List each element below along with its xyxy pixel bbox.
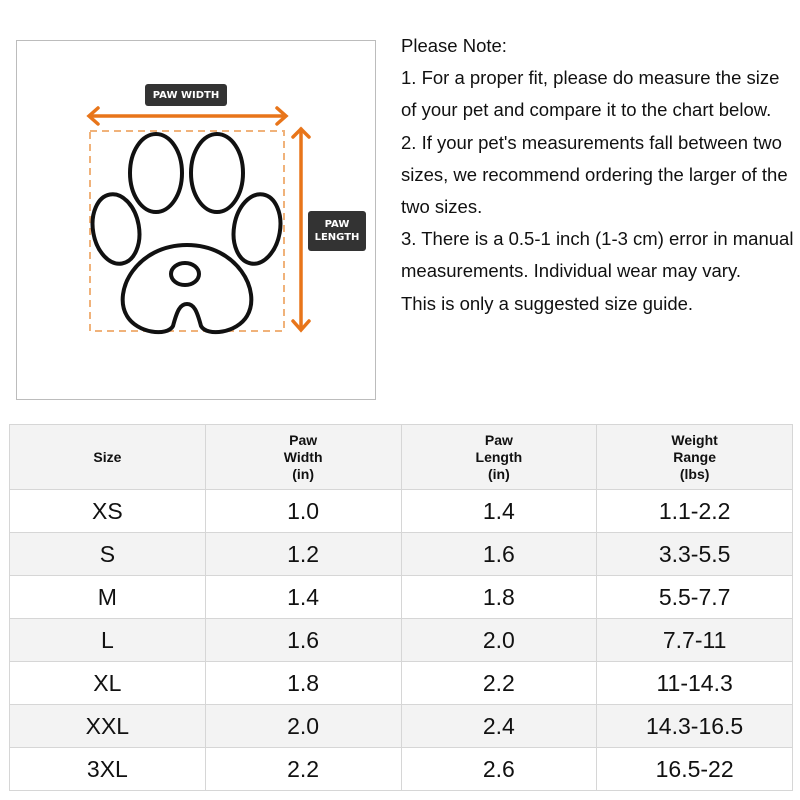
cell-paw-width: 2.0 bbox=[204, 704, 402, 748]
paw-illustration bbox=[86, 106, 311, 335]
size-chart-table: Size Paw Width (in) Paw Length (in) Weight Ra… bbox=[9, 424, 793, 791]
cell-paw-width: 1.4 bbox=[204, 575, 402, 619]
cell-paw-width: 1.0 bbox=[204, 489, 402, 533]
cell-weight-range: 7.7-11 bbox=[596, 618, 793, 662]
table-row: S 1.2 1.6 3.3-5.5 bbox=[9, 532, 793, 576]
note-heading: Please Note: bbox=[401, 35, 507, 56]
cell-paw-width: 1.6 bbox=[204, 618, 402, 662]
paw-length-label-line2: LENGTH bbox=[314, 232, 360, 243]
note-item-1: 1. For a proper fit, please do measure t… bbox=[401, 67, 780, 121]
cell-paw-width: 1.2 bbox=[204, 532, 402, 576]
cell-weight-range: 14.3-16.5 bbox=[596, 704, 793, 748]
cell-weight-range: 3.3-5.5 bbox=[596, 532, 793, 576]
cell-paw-length: 1.8 bbox=[400, 575, 598, 619]
note-item-2: 2. If your pet's measurements fall betwe… bbox=[401, 131, 788, 218]
table-row: M 1.4 1.8 5.5-7.7 bbox=[9, 575, 793, 619]
cell-weight-range: 11-14.3 bbox=[596, 661, 793, 705]
size-note: Please Note: 1. For a proper fit, please… bbox=[401, 30, 796, 320]
cell-paw-width: 2.2 bbox=[204, 747, 402, 791]
cell-size: L bbox=[9, 618, 206, 662]
cell-weight-range: 1.1-2.2 bbox=[596, 489, 793, 533]
cell-size: M bbox=[9, 575, 206, 619]
header-paw-width: Paw Width (in) bbox=[204, 424, 402, 490]
table-row: XS 1.0 1.4 1.1-2.2 bbox=[9, 489, 793, 533]
table-row: 3XL 2.2 2.6 16.5-22 bbox=[9, 747, 793, 791]
paw-measurement-diagram: PAW WIDTH PAW LENGTH bbox=[16, 40, 376, 400]
paw-length-label: PAW LENGTH bbox=[308, 211, 366, 251]
cell-paw-width: 1.8 bbox=[204, 661, 402, 705]
table-row: XXL 2.0 2.4 14.3-16.5 bbox=[9, 704, 793, 748]
cell-paw-length: 2.6 bbox=[400, 747, 598, 791]
cell-size: XS bbox=[9, 489, 206, 533]
table-header-row: Size Paw Width (in) Paw Length (in) Weight Ra… bbox=[9, 424, 793, 490]
table-row: XL 1.8 2.2 11-14.3 bbox=[9, 661, 793, 705]
paw-width-label: PAW WIDTH bbox=[145, 84, 227, 106]
note-footer: This is only a suggested size guide. bbox=[401, 292, 694, 314]
paw-print-icon bbox=[90, 132, 283, 335]
cell-size: XXL bbox=[9, 704, 206, 748]
header-size: Size bbox=[9, 424, 206, 490]
header-paw-length: Paw Length (in) bbox=[400, 424, 598, 490]
header-weight-range: Weight Range (lbs) bbox=[596, 424, 793, 490]
cell-size: 3XL bbox=[9, 747, 206, 791]
measure-box bbox=[89, 130, 285, 332]
cell-paw-length: 1.4 bbox=[400, 489, 598, 533]
note-item-3: 3. There is a 0.5-1 inch (1-3 cm) error … bbox=[401, 228, 794, 282]
cell-size: S bbox=[9, 532, 206, 576]
cell-size: XL bbox=[9, 661, 206, 705]
width-arrow bbox=[86, 106, 289, 126]
paw-length-label-line1: PAW bbox=[324, 219, 350, 230]
cell-paw-length: 2.2 bbox=[400, 661, 598, 705]
cell-paw-length: 2.4 bbox=[400, 704, 598, 748]
cell-paw-length: 2.0 bbox=[400, 618, 598, 662]
cell-paw-length: 1.6 bbox=[400, 532, 598, 576]
cell-weight-range: 16.5-22 bbox=[596, 747, 793, 791]
table-row: L 1.6 2.0 7.7-11 bbox=[9, 618, 793, 662]
length-arrow bbox=[291, 126, 311, 333]
cell-weight-range: 5.5-7.7 bbox=[596, 575, 793, 619]
